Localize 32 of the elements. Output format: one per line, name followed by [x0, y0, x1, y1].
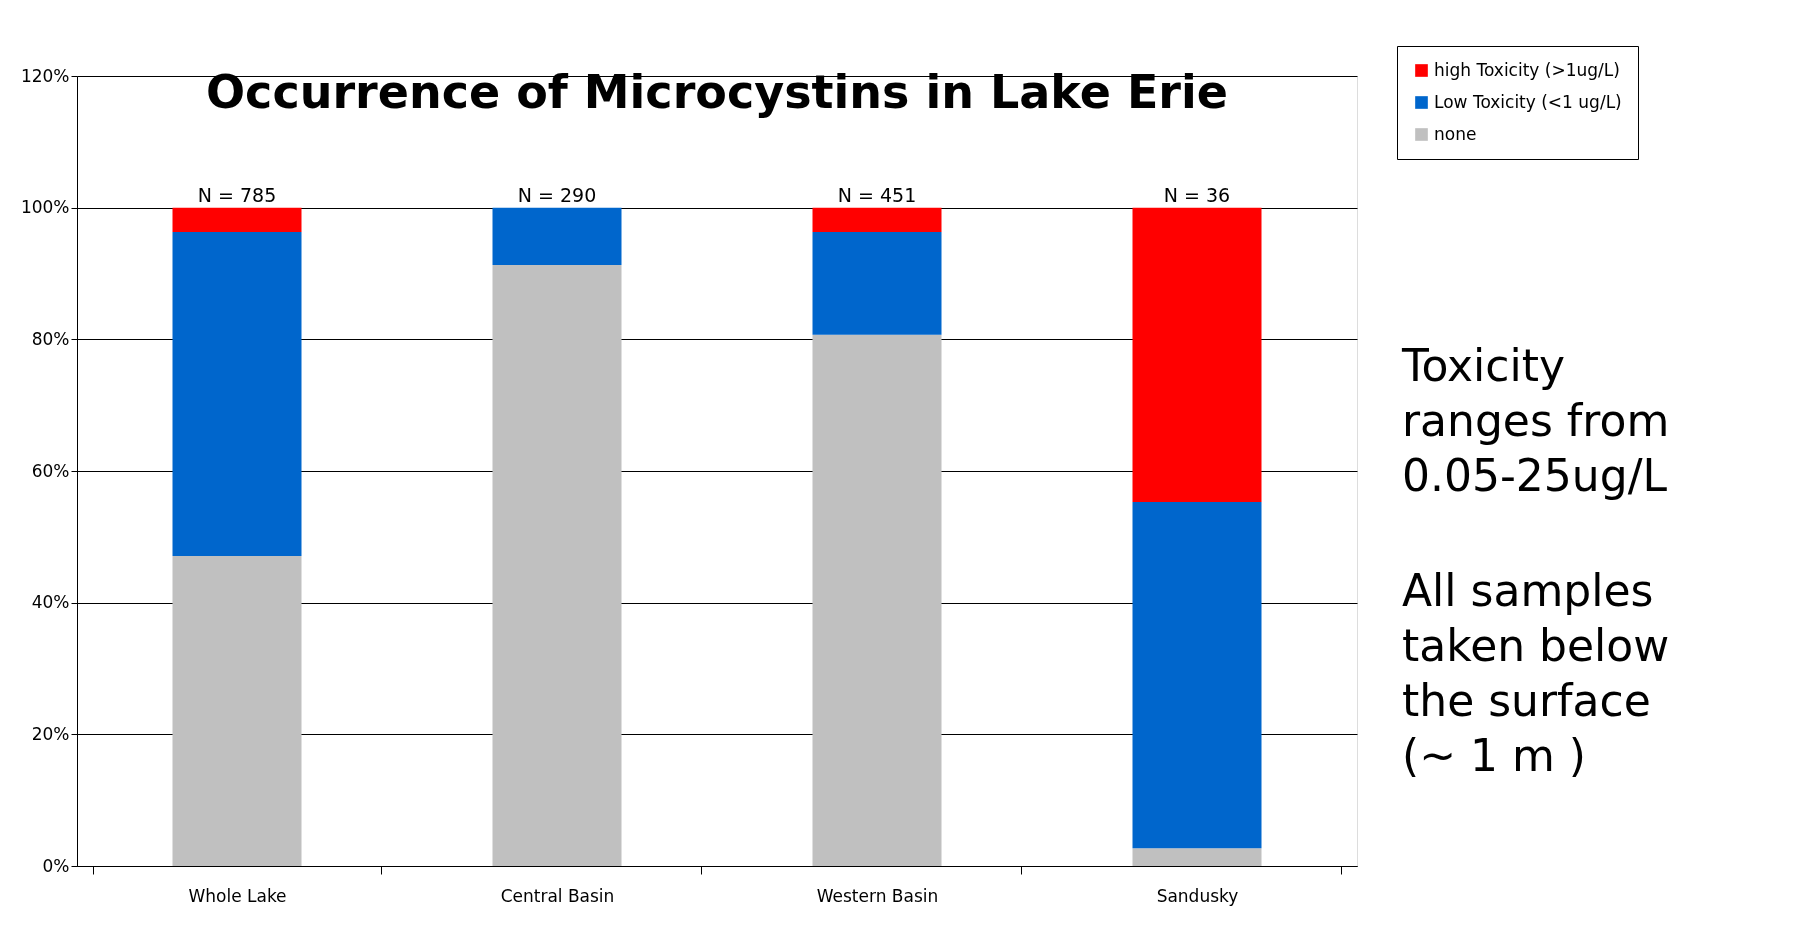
y-tick-label: 20% — [31, 723, 70, 744]
y-tick-label: 100% — [20, 197, 70, 218]
x-tick-label: Western Basin — [816, 885, 939, 906]
x-tick-label: Sandusky — [1156, 885, 1239, 906]
text: All samples taken below the surface (~ 1 m ) — [1402, 565, 1670, 781]
x-tick-label: Whole Lake — [188, 885, 287, 906]
y-tick-label: 0% — [42, 855, 70, 876]
chart-title: Occurrence of Microcystins in Lake Erie — [206, 64, 1228, 119]
legend-label: Low Toxicity (<1 ug/L) — [1434, 91, 1622, 112]
annotation: N = 785 — [197, 183, 277, 206]
bar — [1132, 207, 1262, 502]
annotation: N = 290 — [517, 183, 597, 206]
bar — [812, 232, 942, 335]
y-tick-label: 40% — [31, 592, 70, 613]
bar — [1132, 501, 1262, 849]
bar — [172, 555, 302, 866]
x-tick-label: Central Basin — [500, 885, 615, 906]
bar — [172, 232, 302, 556]
bar — [1132, 848, 1262, 866]
legend-label: none — [1434, 123, 1477, 144]
bar — [492, 264, 622, 866]
y-tick-label: 60% — [31, 460, 70, 481]
bar — [172, 207, 302, 233]
y-tick-label: 120% — [20, 65, 70, 86]
text: Toxicity ranges from 0.05-25ug/L — [1401, 340, 1670, 501]
bar — [812, 334, 942, 866]
legend-label: high Toxicity (>1ug/L) — [1434, 59, 1620, 80]
annotation: N = 451 — [837, 183, 917, 206]
bar — [492, 207, 622, 265]
y-tick-label: 80% — [31, 328, 70, 349]
annotation: N = 36 — [1163, 183, 1231, 206]
bar — [812, 207, 942, 233]
